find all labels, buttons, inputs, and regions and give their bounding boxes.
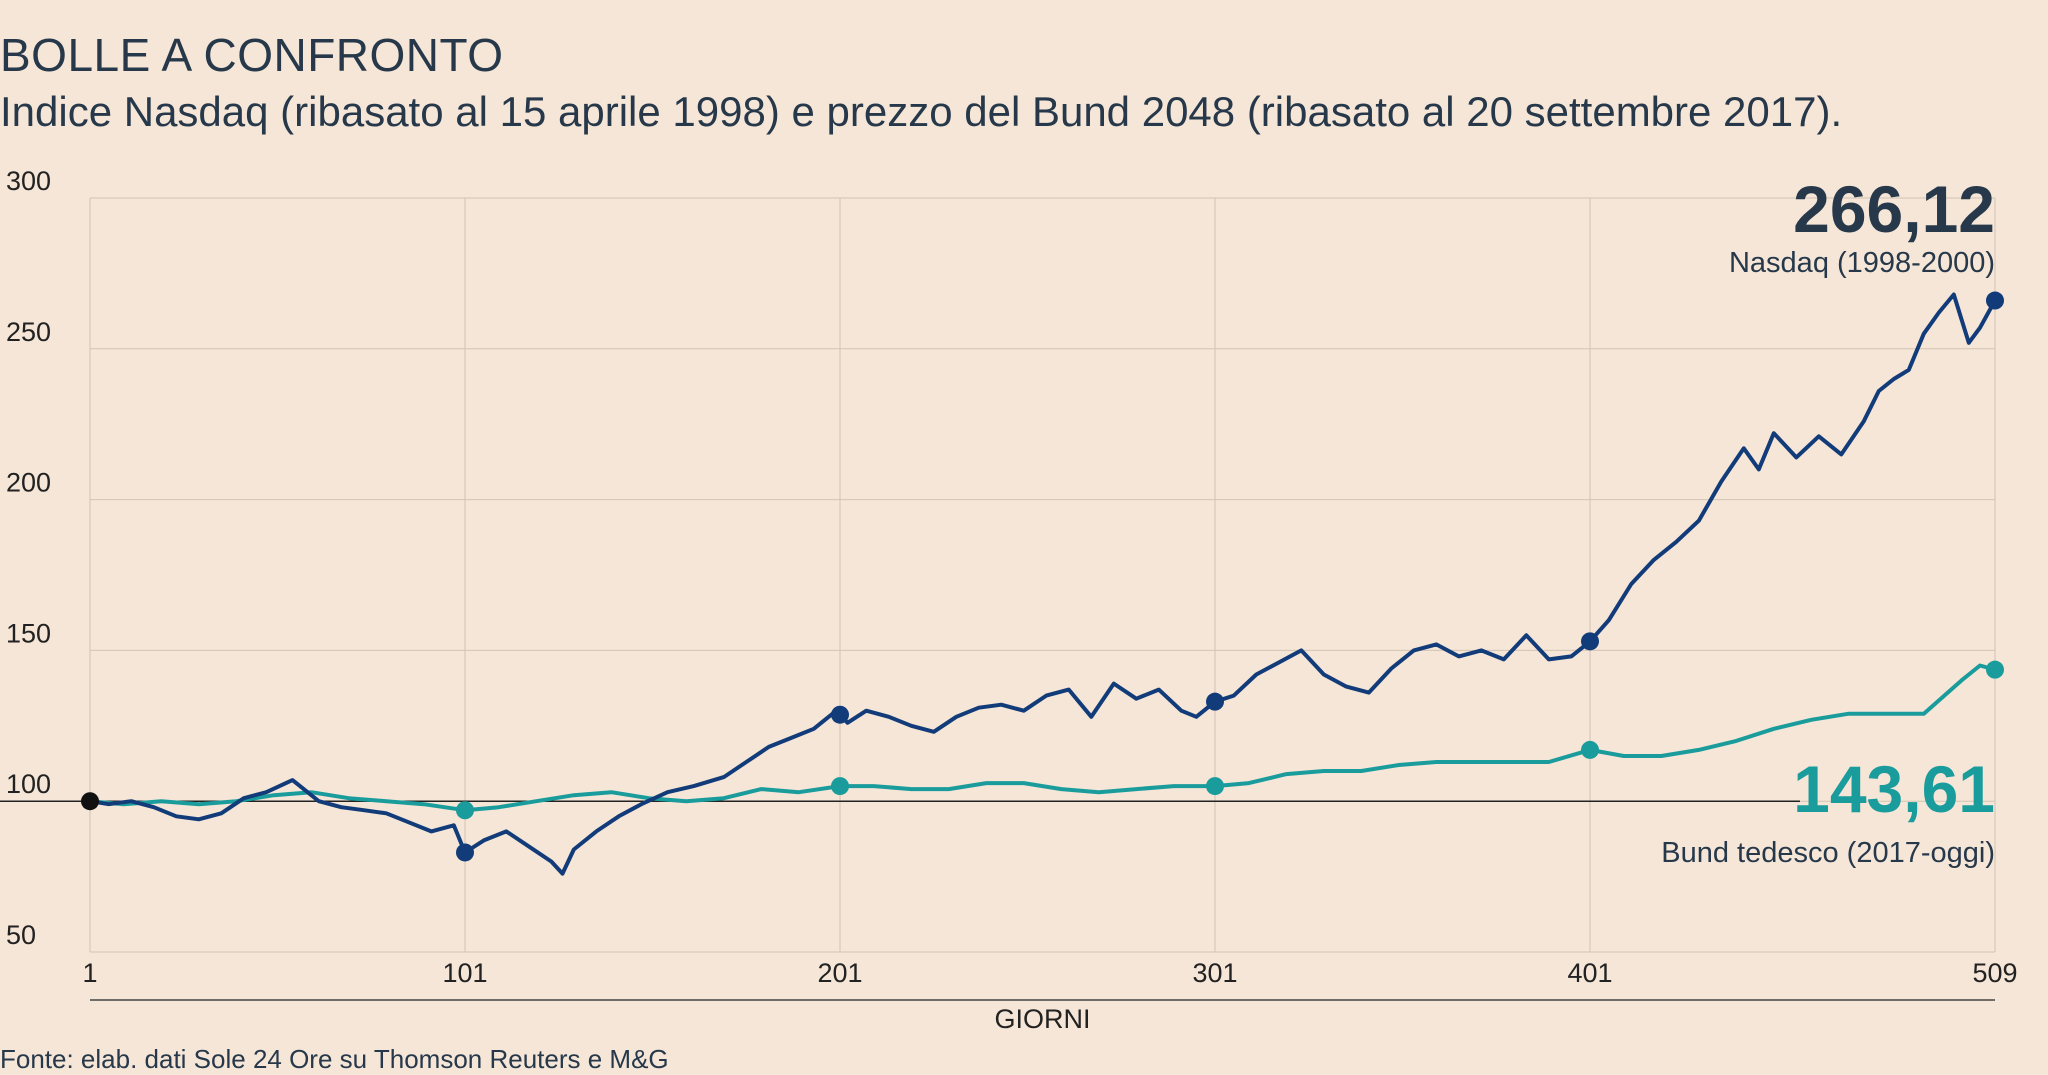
y-tick-label: 300 [6,166,51,196]
start-point-marker [81,792,99,811]
x-tick-label: 401 [1567,958,1612,988]
x-tick-labels: 1 101 201 301 401 509 [82,958,2017,988]
chart-canvas: 1 101 201 301 401 509 300 250 200 150 100 50 GIORN… [0,166,2018,1034]
source-note: Fonte: elab. dati Sole 24 Ore su Thomson… [0,1044,669,1074]
nasdaq-end-value: 266,12 [1793,172,1995,246]
marker-nasdaq-201 [831,705,849,724]
x-tick-label: 201 [817,958,862,988]
chart-subtitle: Indice Nasdaq (ribasato al 15 aprile 199… [0,88,1843,135]
series-line-bund [89,663,1996,813]
marker-nasdaq-509 [1986,291,2004,310]
series-line-nasdaq [89,292,1997,876]
marker-bund-509 [1986,660,2004,679]
y-tick-label: 200 [6,468,51,498]
y-tick-label: 250 [6,317,51,347]
y-tick-label: 150 [6,618,51,648]
x-tick-label: 509 [1972,958,2017,988]
bund-series-label: Bund tedesco (2017-oggi) [1661,837,1995,869]
x-tick-label: 301 [1192,958,1237,988]
x-tick-label: 101 [442,958,487,988]
y-tick-label: 100 [6,769,51,799]
marker-nasdaq-301 [1206,692,1224,711]
nasdaq-series-label: Nasdaq (1998-2000) [1729,247,1995,279]
bund-end-value: 143,61 [1793,752,1995,826]
marker-nasdaq-401 [1581,632,1599,651]
x-tick-label: 1 [82,958,97,988]
chart-title: BOLLE A CONFRONTO [0,29,504,81]
x-axis-title: GIORNI [994,1004,1090,1034]
marker-bund-401 [1581,740,1599,759]
point-markers [81,291,2004,862]
y-tick-labels: 300 250 200 150 100 50 [6,166,51,950]
y-tick-label: 50 [6,920,36,950]
marker-bund-301 [1206,777,1224,796]
marker-bund-201 [831,777,849,796]
marker-nasdaq-101 [456,843,474,862]
marker-bund-101 [456,801,474,820]
